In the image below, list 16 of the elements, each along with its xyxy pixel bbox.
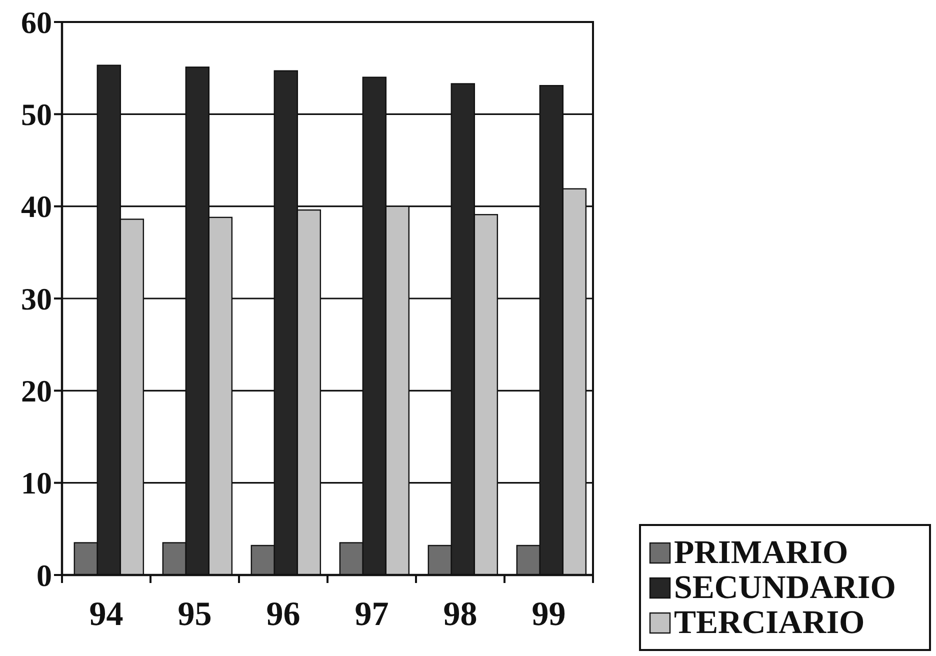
y-tick-label: 30 <box>21 281 52 316</box>
legend-label: TERCIARIO <box>674 605 865 641</box>
y-tick-label: 40 <box>21 189 52 224</box>
x-tick-label: 96 <box>266 596 300 633</box>
y-tick-label: 60 <box>21 4 52 40</box>
y-tick-label: 10 <box>21 466 52 501</box>
y-tick-label: 50 <box>21 97 52 132</box>
y-tick-label: 0 <box>36 558 52 593</box>
x-tick-label: 97 <box>354 596 389 633</box>
x-tick-label: 94 <box>89 596 124 633</box>
x-tick-label: 98 <box>443 596 478 633</box>
legend-label: SECUNDARIO <box>674 570 896 606</box>
y-tick-label: 20 <box>21 374 52 409</box>
x-tick-label: 95 <box>178 596 212 633</box>
x-tick-label: 99 <box>532 596 566 633</box>
legend-label: PRIMARIO <box>674 535 848 571</box>
